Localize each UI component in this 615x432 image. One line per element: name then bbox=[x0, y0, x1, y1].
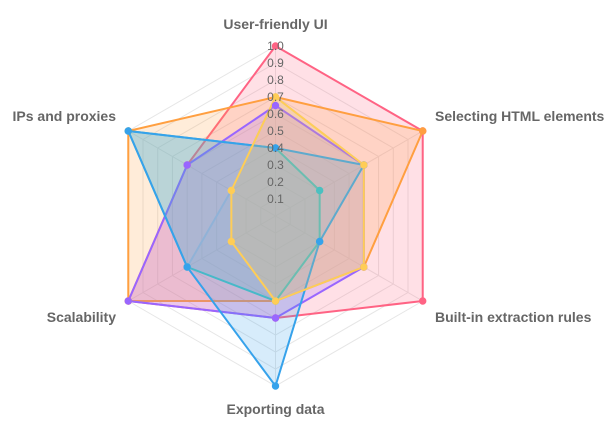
grid-spoke bbox=[275, 215, 423, 302]
series-6-point[interactable] bbox=[271, 382, 280, 390]
tick-label: 1.0 bbox=[267, 39, 284, 53]
radar-tick-labels: 0.1 0.2 0.3 0.4 0.5 0.6 0.7 0.8 0.9 1.0 bbox=[267, 39, 284, 206]
grid-spoke bbox=[275, 130, 423, 217]
series-6-point[interactable] bbox=[183, 263, 191, 271]
series-2-point[interactable] bbox=[419, 127, 427, 135]
tick-label: 0.2 bbox=[267, 175, 284, 189]
series-4-point[interactable] bbox=[124, 297, 132, 305]
axis-label: Selecting HTML elements bbox=[435, 108, 605, 124]
series-1-point[interactable] bbox=[419, 297, 427, 305]
grid-spoke bbox=[128, 130, 276, 217]
series-5-point[interactable] bbox=[315, 186, 324, 195]
tick-label: 0.5 bbox=[267, 124, 284, 138]
axis-label: User-friendly UI bbox=[223, 16, 327, 32]
series-1-point[interactable] bbox=[271, 42, 280, 50]
axis-label: IPs and proxies bbox=[13, 108, 117, 124]
axis-label: Scalability bbox=[47, 309, 116, 325]
series-4-point[interactable] bbox=[271, 314, 280, 322]
series-7-point[interactable] bbox=[271, 297, 280, 305]
tick-label: 0.8 bbox=[267, 73, 284, 87]
tick-label: 0.1 bbox=[267, 192, 284, 206]
series-4-point[interactable] bbox=[183, 161, 191, 169]
tick-label: 0.6 bbox=[267, 107, 284, 121]
radar-axis-labels: User-friendly UI Selecting HTML elements B… bbox=[13, 16, 605, 417]
grid-spoke bbox=[128, 215, 276, 302]
radar-series bbox=[124, 42, 427, 390]
series-7-point[interactable] bbox=[360, 263, 368, 271]
series-7-point[interactable] bbox=[227, 186, 236, 195]
tick-label: 0.3 bbox=[267, 158, 284, 172]
series-7-point[interactable] bbox=[227, 237, 236, 246]
series-6-point[interactable] bbox=[124, 127, 132, 135]
series-7-point[interactable] bbox=[360, 161, 368, 169]
series-6-point[interactable] bbox=[271, 144, 280, 152]
tick-label: 0.4 bbox=[267, 141, 284, 155]
axis-label: Exporting data bbox=[226, 401, 324, 417]
series-6-point[interactable] bbox=[315, 237, 324, 246]
tick-label: 0.9 bbox=[267, 56, 284, 70]
tick-label: 0.7 bbox=[267, 90, 284, 104]
axis-label: Built-in extraction rules bbox=[435, 309, 592, 325]
series-4-point[interactable] bbox=[271, 101, 280, 110]
series-7-point[interactable] bbox=[271, 93, 280, 101]
